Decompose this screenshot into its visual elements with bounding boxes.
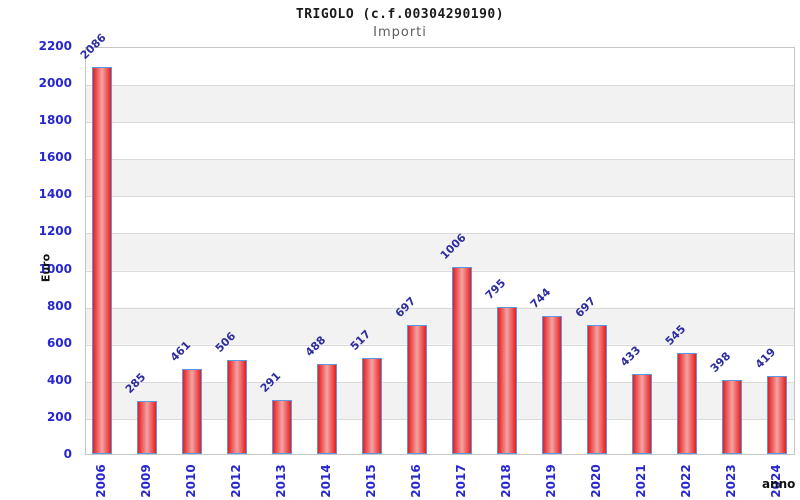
gridline — [86, 344, 794, 346]
y-tick-label: 400 — [46, 372, 72, 387]
bar — [182, 368, 202, 454]
x-tick-label: 2020 — [589, 464, 603, 498]
bar — [452, 267, 472, 454]
gridline — [86, 196, 794, 198]
y-tick-label: 1200 — [38, 224, 72, 239]
bar — [137, 401, 157, 454]
gridline — [86, 307, 794, 309]
gridline — [86, 381, 794, 383]
x-tick-label: 2009 — [139, 464, 153, 498]
x-tick-label: 2012 — [229, 464, 243, 498]
x-tick-label: 2010 — [184, 464, 198, 498]
y-axis-title: Euro — [39, 253, 53, 283]
bar-value-label: 697 — [572, 294, 599, 320]
x-tick-label: 2014 — [319, 464, 333, 498]
bar — [362, 358, 382, 454]
bar — [227, 360, 247, 454]
bar-value-label: 697 — [392, 294, 419, 320]
y-tick-label: 800 — [46, 298, 72, 313]
x-tick-label: 2021 — [634, 464, 648, 498]
bar — [677, 352, 697, 454]
bar — [92, 67, 112, 454]
gridline — [86, 270, 794, 272]
gridline — [86, 418, 794, 420]
bar-value-label: 285 — [122, 370, 149, 397]
y-tick-label: 1000 — [38, 261, 72, 276]
x-tick-label: 2015 — [364, 464, 378, 498]
y-tick-label: 1400 — [38, 187, 72, 202]
bar — [497, 306, 517, 454]
bar-value-label: 795 — [482, 276, 509, 302]
x-tick-label: 2022 — [679, 464, 693, 498]
chart-subtitle: Importi — [373, 25, 427, 40]
chart-title: TRIGOLO (c.f.00304290190) — [295, 7, 505, 22]
bar — [722, 380, 742, 454]
y-tick-label: 2000 — [38, 76, 72, 91]
x-tick-label: 2017 — [454, 464, 468, 498]
bar — [407, 324, 427, 454]
bar-value-label: 398 — [707, 349, 734, 376]
y-tick-label: 0 — [63, 447, 72, 461]
bar-value-label: 488 — [302, 333, 329, 359]
y-tick-label: 600 — [46, 335, 72, 350]
bar-value-label: 291 — [257, 369, 284, 396]
bar-value-label: 517 — [347, 327, 374, 354]
x-tick-label: 2023 — [724, 464, 738, 498]
bar-value-label: 1006 — [437, 231, 469, 263]
bar — [632, 373, 652, 454]
y-tick-label: 2200 — [38, 39, 72, 53]
x-tick-label: 2018 — [499, 464, 513, 498]
gridline — [86, 85, 794, 87]
plot-area: 2086 285 461 506 291 488 517 697 1006 795 744 697 43… — [78, 31, 795, 455]
y-tick-label: 1600 — [38, 150, 72, 165]
x-tick-label: 2016 — [409, 464, 423, 498]
bar — [587, 324, 607, 454]
gridline — [86, 159, 794, 161]
bar-value-label: 419 — [752, 345, 779, 372]
x-tick-label: 2013 — [274, 464, 288, 498]
bar — [767, 376, 787, 454]
bar — [542, 316, 562, 454]
bar — [317, 363, 337, 454]
bar — [272, 400, 292, 454]
x-tick-label: 2019 — [544, 464, 558, 498]
x-tick-label: 2006 — [94, 464, 108, 498]
bar-value-label: 461 — [167, 338, 194, 364]
gridline — [86, 233, 794, 235]
bar-value-label: 506 — [212, 329, 239, 356]
x-axis-title: anno — [762, 477, 796, 491]
gridline — [86, 122, 794, 124]
bar-value-label: 433 — [617, 343, 644, 369]
y-tick-label: 1800 — [38, 113, 72, 128]
y-tick-label: 200 — [46, 409, 72, 424]
